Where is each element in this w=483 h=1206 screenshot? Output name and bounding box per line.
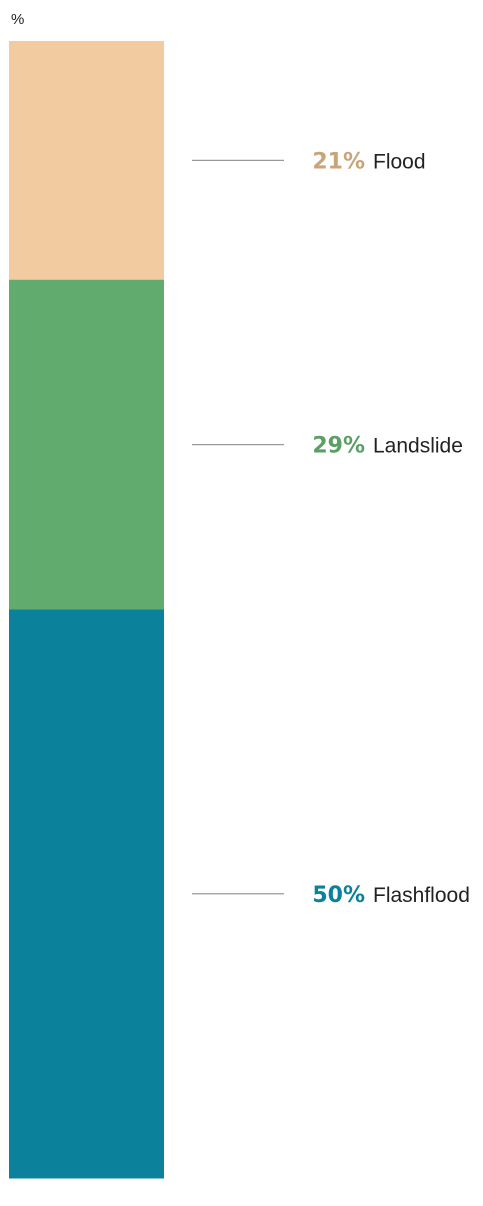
segment-labels: 21% Flood 29% Landslide 50% Flashflood [192, 149, 470, 908]
bar-segment-flashflood [9, 609, 164, 1179]
bar-segment-landslide [9, 279, 164, 610]
category-label-flood: Flood [373, 150, 426, 173]
value-label-flood: 21% [312, 149, 365, 174]
bar-segment-flood [9, 41, 164, 281]
value-label-flashflood: 50% [312, 883, 365, 908]
category-label-flashflood: Flashflood [373, 884, 470, 907]
value-label-landslide: 29% [312, 434, 365, 459]
category-label-landslide: Landslide [373, 435, 463, 458]
unit-label: % [11, 11, 24, 28]
bar-segments [9, 41, 164, 1179]
